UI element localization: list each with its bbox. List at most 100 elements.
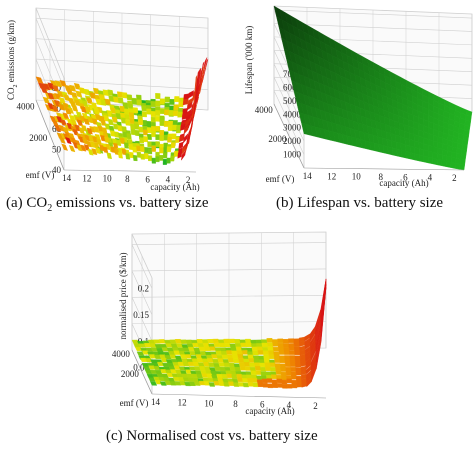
chart-c-ylabel: normalised price ($/km) <box>118 253 128 340</box>
chart-c-surface-patch <box>254 362 261 367</box>
chart-c-surface-patch <box>286 383 293 389</box>
caption-c: (c) Normalised cost vs. battery size <box>106 428 318 445</box>
chart-c-surface-patch <box>276 378 283 384</box>
chart-b-surface-patch <box>459 164 465 171</box>
chart-a-surface-patch <box>173 96 180 102</box>
chart-b-z-tick: 2000 <box>283 136 302 146</box>
chart-c-surface-patch <box>192 342 200 348</box>
chart-c-surface-patch <box>256 346 264 352</box>
chart-c-surface-patch <box>154 380 163 385</box>
chart-c-surface-patch <box>299 340 306 347</box>
chart-a-surface-patch <box>113 123 119 130</box>
chart-a-surface-patch <box>68 145 76 153</box>
chart-b-svg: 1000200030004000500060007000141210864220… <box>244 5 473 188</box>
chart-c-surface-patch <box>223 338 231 344</box>
chart-a-surface-patch <box>141 111 147 118</box>
chart-a-surface-patch <box>147 148 153 155</box>
chart-a-surface-patch <box>128 143 134 151</box>
chart-c-surface-patch <box>278 350 285 355</box>
chart-c-surface-patch <box>281 379 288 385</box>
chart-c-capacity-axis <box>151 393 327 399</box>
chart-a-surface-patch <box>65 137 72 145</box>
chart-b-capacity-tick: 10 <box>352 172 362 182</box>
chart-a-surface-patch <box>58 124 66 132</box>
chart-a-surface-patch <box>100 99 107 106</box>
chart-a-surface-patch <box>80 105 87 113</box>
chart-c-surface-patch <box>261 378 268 384</box>
chart-b-surface-patch <box>414 153 420 162</box>
chart-c-surface-patch <box>252 382 259 388</box>
chart-c-surface-patch <box>196 339 204 344</box>
chart-a-surface-patch <box>114 131 120 138</box>
chart-a-capacity-tick: 14 <box>62 173 72 183</box>
chart-a-surface-patch <box>162 159 168 165</box>
chart-c-surface-patch <box>244 338 252 344</box>
chart-b-z-tick: 3000 <box>283 123 302 133</box>
chart-c-surface-patch <box>161 347 169 352</box>
chart-c-surface-patch <box>160 369 168 374</box>
chart-c-surface-patch <box>286 378 293 384</box>
chart-a-surface-patch <box>103 115 110 122</box>
chart-b-emf-label: emf (V) <box>266 174 295 184</box>
chart-a-surface-patch <box>171 124 177 131</box>
chart-c-surface-patch <box>170 369 178 374</box>
chart-c-surface-patch <box>231 350 238 356</box>
chart-c-surface-patch <box>196 374 204 379</box>
chart-c-surface-patch <box>159 381 167 386</box>
chart-a-surface-patch <box>139 145 145 153</box>
chart-c-surface-patch <box>249 362 256 368</box>
chart-c-surface-patch <box>237 377 244 383</box>
chart-a-surface-patch <box>110 146 116 153</box>
chart-a-surface-patch <box>82 137 89 145</box>
chart-c-surface-patch <box>305 360 312 370</box>
chart-a-surface-patch <box>131 98 138 105</box>
chart-a-surface-patch <box>134 123 140 130</box>
chart-a-surface-patch <box>78 136 85 144</box>
chart-a-surface-patch <box>110 107 117 114</box>
chart-b-capacity-tick: 6 <box>403 172 408 182</box>
chart-a-surface-patch <box>47 92 55 100</box>
chart-c-surface-patch <box>293 342 300 348</box>
chart-c-surface-patch <box>234 366 241 372</box>
chart-a-xlabel: capacity (Ah) <box>150 182 199 192</box>
chart-a-surface-patch <box>100 119 107 126</box>
chart-c-surface-patch <box>185 369 193 374</box>
chart-c-surface-patch <box>290 374 297 380</box>
caption-a-suffix: emissions vs. battery size <box>52 195 209 211</box>
chart-a-ylabel-main: CO <box>6 87 16 100</box>
chart-a-surface-patch <box>130 128 136 136</box>
chart-a-surface-patch <box>183 124 189 135</box>
chart-c-surface-patch <box>262 382 269 388</box>
chart-a-surface-patch <box>54 80 63 88</box>
chart-a-surface-patch <box>132 146 138 153</box>
chart-a-surface-patch <box>117 97 124 104</box>
chart-c-surface-patch <box>261 342 268 348</box>
chart-a-surface-patch <box>163 147 168 154</box>
chart-c-surface-patch <box>237 382 245 387</box>
chart-c-surface-patch <box>207 377 215 383</box>
chart-c-surface-patch <box>215 350 223 356</box>
chart-a-surface-patch <box>93 87 100 95</box>
chart-b-emf-tick: 4000 <box>255 105 274 115</box>
chart-a-surface-patch <box>75 90 83 98</box>
chart-c-capacity-tick: 14 <box>151 397 161 407</box>
chart-c-surface-patch <box>275 366 282 371</box>
chart-a-capacity-tick: 2 <box>186 175 191 185</box>
chart-c-z-tick: 0.05 <box>133 363 149 373</box>
chart-c-surface-patch <box>268 354 275 360</box>
chart-a-surface-patch <box>170 155 175 162</box>
chart-a-surface-patch <box>175 127 182 134</box>
chart-c-surface <box>131 278 327 389</box>
chart-c-surface-patch <box>251 378 258 383</box>
chart-c-surface-patch <box>165 343 173 348</box>
chart-c-surface-patch <box>300 369 307 376</box>
chart-c-surface-patch <box>182 347 190 352</box>
chart-a-surface-patch <box>146 127 152 134</box>
chart-a-surface-patch <box>83 118 90 126</box>
chart-c-surface-patch <box>240 342 247 348</box>
chart-a-surface-patch <box>91 118 99 125</box>
chart-c-surface-patch <box>149 343 157 348</box>
chart-c-capacity-tick: 12 <box>178 398 187 408</box>
chart-a-surface-patch <box>159 98 166 105</box>
chart-a-surface-patch <box>136 99 142 106</box>
